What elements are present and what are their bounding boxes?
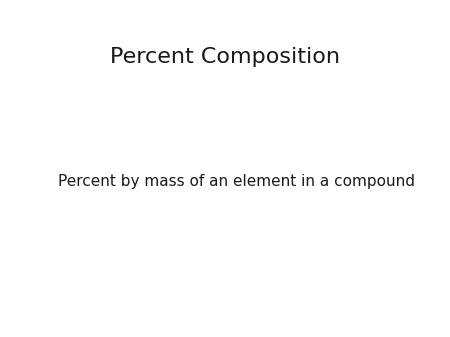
Text: Percent Composition: Percent Composition (110, 47, 340, 67)
Text: Percent by mass of an element in a compound: Percent by mass of an element in a compo… (58, 175, 415, 189)
